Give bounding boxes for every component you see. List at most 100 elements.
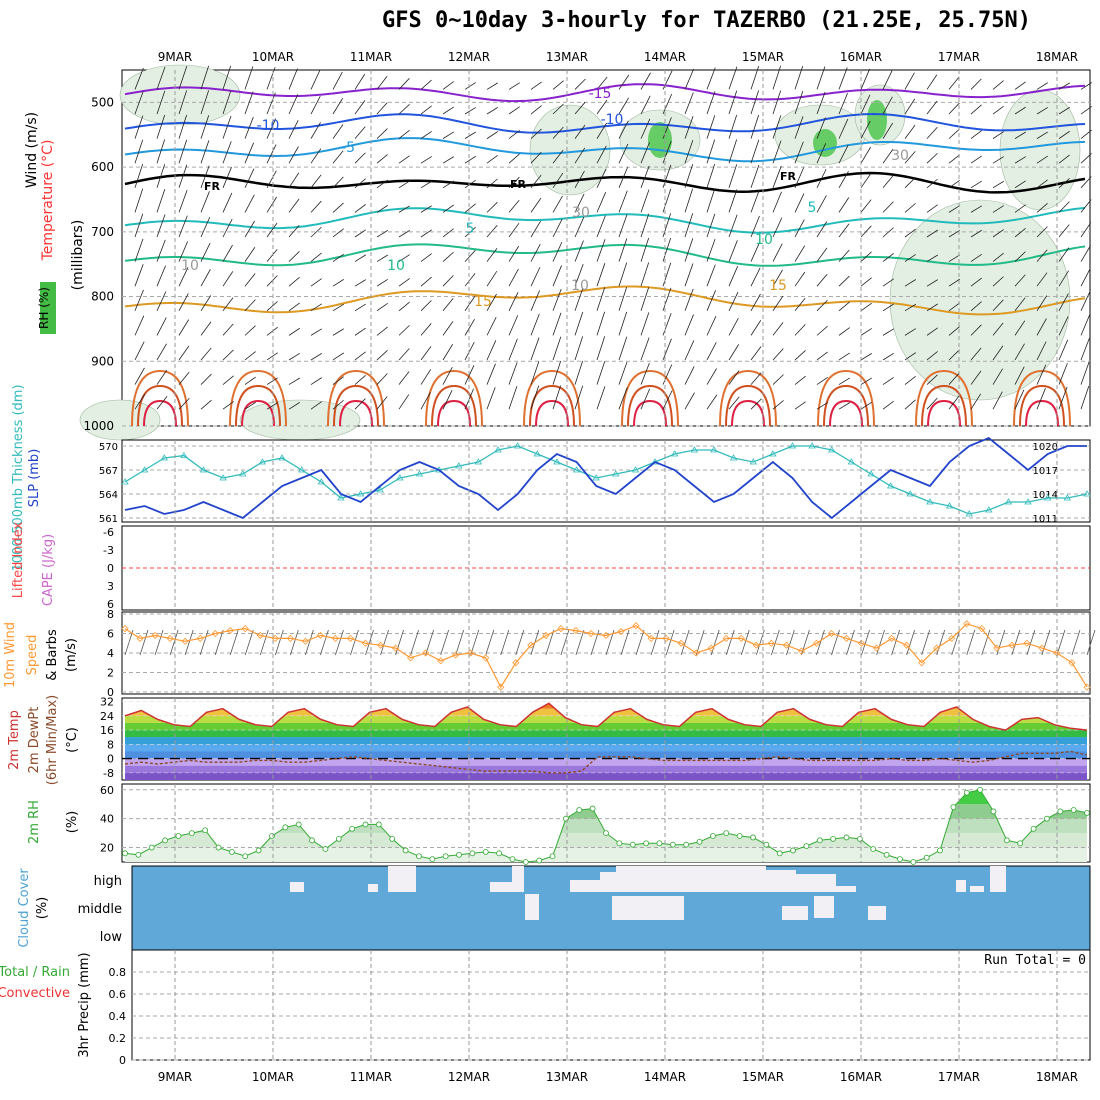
wind-barb: [684, 340, 695, 361]
wind-barb: [156, 291, 167, 311]
wind-barb: [530, 81, 542, 90]
wind-barb: [882, 96, 893, 115]
li-tick-label: -6: [103, 526, 114, 539]
wind-barb: [948, 76, 960, 90]
chart-title: GFS 0~10day 3-hourly for TAZERBO (21.25E…: [382, 8, 1032, 33]
wind-speed-point: [812, 639, 821, 647]
wind-speed-point: [226, 627, 234, 635]
wind-barb: [552, 80, 564, 90]
wind-barb: [1080, 245, 1091, 262]
thickness-tick-label: 561: [99, 514, 118, 525]
pressure-tick-label: 500: [91, 95, 114, 109]
wind-barb: [574, 147, 586, 164]
wind-barb: [1058, 386, 1068, 410]
wind-barb: [635, 629, 645, 656]
wind-barb: [936, 629, 946, 656]
rh-point: [723, 830, 730, 837]
wind-barb: [288, 402, 300, 410]
slp-tick-label: 1011: [1033, 514, 1058, 525]
wind-barb: [398, 129, 410, 139]
wind-barb: [1014, 227, 1026, 238]
wind-barb: [926, 229, 938, 238]
wind-barb: [574, 101, 586, 115]
warm-contour: [327, 369, 385, 427]
wind-speed-point: [797, 647, 805, 655]
wind-barb: [1036, 272, 1048, 287]
wind-barb: [992, 229, 1004, 238]
wind-barb: [1058, 178, 1070, 189]
wind-barb: [750, 320, 762, 336]
warm-contour: [523, 369, 581, 427]
wind-barb: [398, 254, 410, 262]
wind-barb: [420, 205, 432, 213]
wind-speed-line: [124, 623, 1088, 689]
wind-barb: [992, 80, 1004, 90]
wind-barb: [926, 374, 938, 385]
warm-contour: [621, 369, 679, 427]
wind-barb: [1014, 366, 1025, 385]
wind-barb: [948, 326, 960, 336]
wind-speed-point: [346, 634, 355, 642]
wind-barb: [838, 301, 850, 312]
wind-barb: [706, 188, 716, 213]
wind-barb: [574, 287, 584, 311]
clear-sky-high: [388, 866, 416, 892]
bottom-date-label: 18MAR: [1036, 1070, 1078, 1084]
contour-label: 30: [891, 148, 909, 164]
wind-barb: [376, 302, 388, 312]
rh-point: [870, 846, 877, 852]
rh-point: [923, 854, 930, 861]
wind-barb: [156, 395, 168, 410]
wind-barb: [970, 301, 982, 312]
wind-speed-point: [211, 629, 219, 638]
wind-barb: [244, 351, 256, 361]
wind-barb: [1036, 249, 1048, 262]
wind-barb: [906, 629, 916, 656]
rh-point: [549, 853, 556, 860]
wind-barb: [354, 254, 366, 262]
wind-barb: [310, 278, 322, 287]
wind-speed-point: [933, 644, 941, 652]
wind-barb: [376, 254, 388, 262]
wind-barb: [156, 239, 166, 262]
wind-barb: [552, 103, 564, 115]
wind-barb: [464, 318, 475, 336]
wind-barb: [244, 168, 255, 188]
wind-barb: [772, 322, 784, 336]
rh-point: [977, 786, 984, 793]
wind-barb: [794, 141, 804, 164]
wind-barb: [178, 267, 189, 287]
wind-barb: [816, 376, 828, 385]
wind-barb: [1058, 130, 1070, 139]
wind-tick-label: 8: [107, 608, 114, 621]
temp-band: [125, 758, 1087, 766]
rh-point: [816, 837, 823, 844]
wind-speed-point: [722, 634, 730, 642]
wind-barb: [992, 252, 1004, 262]
wind-barb: [376, 102, 388, 115]
wind-barb: [200, 373, 212, 385]
wind-barb: [134, 213, 144, 238]
precip-tick-label: 0.2: [109, 1032, 127, 1045]
wind-barb: [596, 287, 606, 311]
wind-barb: [1080, 176, 1092, 189]
wind-barb: [398, 205, 410, 213]
wind-barb: [398, 78, 410, 90]
wind-barb: [684, 288, 694, 311]
wind-barb: [455, 629, 465, 656]
wind-barb: [410, 629, 419, 656]
wind-barb: [266, 67, 276, 90]
top-date-label: 11MAR: [350, 50, 392, 64]
wind-barb: [970, 78, 982, 90]
wind-barb: [750, 139, 760, 164]
wind-barb: [574, 385, 584, 410]
wind-barb: [838, 249, 850, 262]
wind-speed-point: [271, 634, 279, 642]
wind-speed-point: [707, 644, 715, 652]
wind-barb: [1041, 629, 1051, 656]
thickness-point: [710, 446, 718, 453]
wind-barb: [376, 205, 388, 213]
wind-barb: [618, 97, 629, 115]
wind-barb: [178, 293, 189, 311]
bottom-date-label: 13MAR: [546, 1070, 588, 1084]
